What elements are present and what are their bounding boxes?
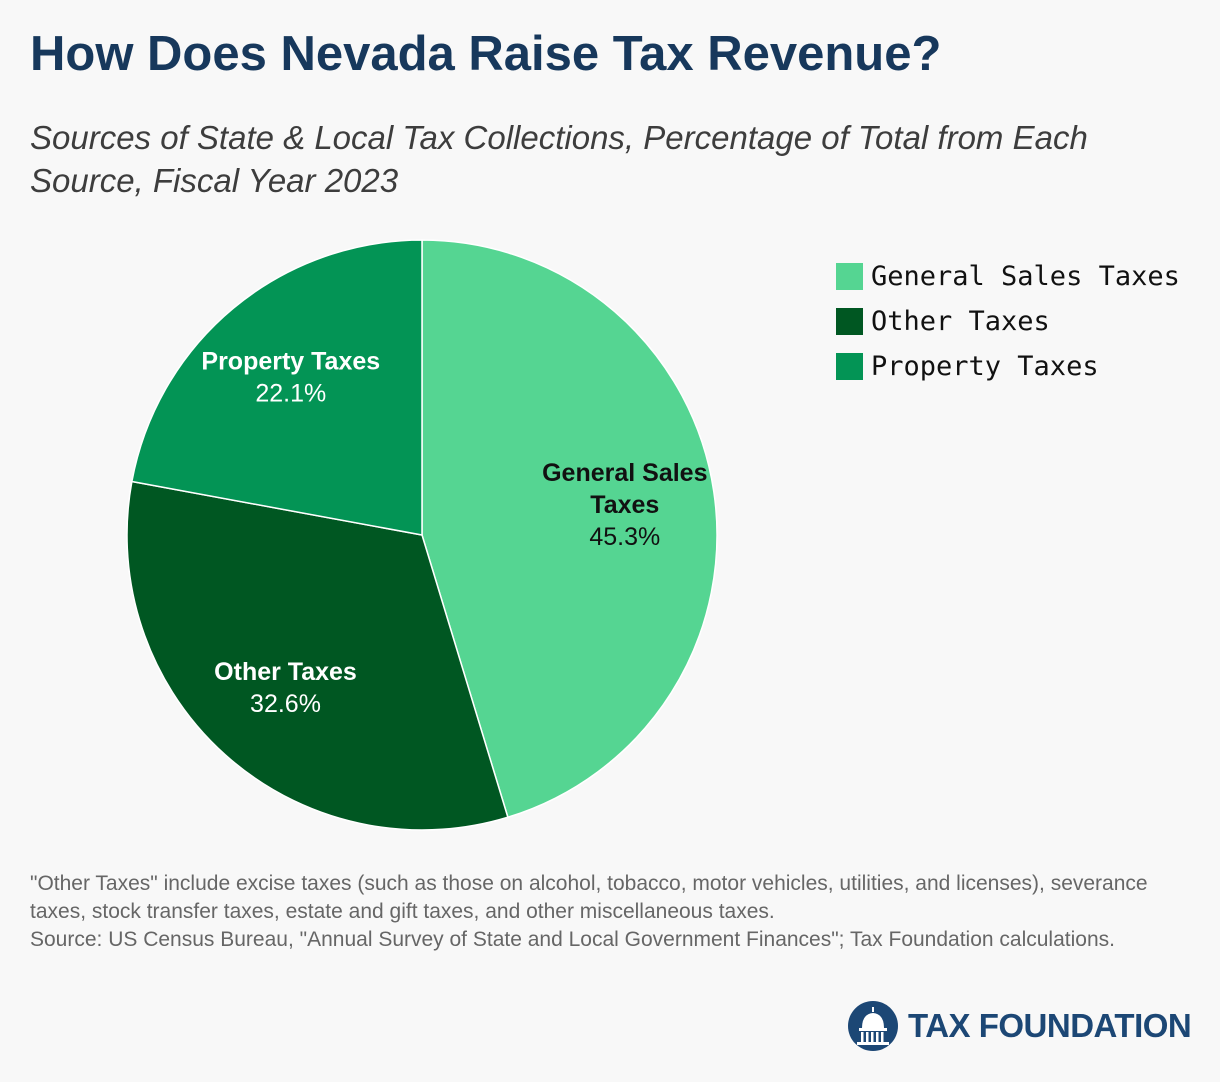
legend-item-property-taxes: Property Taxes (836, 344, 1180, 389)
legend-swatch (836, 308, 863, 335)
slice-value-label: 22.1% (255, 380, 326, 408)
logo-text: TAX FOUNDATION (908, 1007, 1192, 1044)
legend-item-other-taxes: Other Taxes (836, 299, 1180, 344)
footnote: "Other Taxes" include excise taxes (such… (30, 870, 1200, 954)
slice-value-label: 32.6% (250, 690, 321, 718)
slice-label: Property Taxes (201, 348, 380, 376)
legend-swatch (836, 263, 863, 290)
slice-label: Taxes (590, 491, 659, 519)
footnote-note: "Other Taxes" include excise taxes (such… (30, 872, 1148, 923)
capitol-dome-icon (848, 1001, 898, 1051)
legend-swatch (836, 353, 863, 380)
slice-label: Other Taxes (214, 658, 357, 686)
legend-label: Other Taxes (871, 306, 1050, 337)
pie-slice-other-taxes (126, 480, 509, 831)
chart-subtitle: Sources of State & Local Tax Collections… (30, 119, 1088, 199)
chart-title: How Does Nevada Raise Tax Revenue? (30, 27, 942, 81)
slice-label: General Sales (542, 459, 707, 487)
legend-item-general-sales-taxes: General Sales Taxes (836, 254, 1180, 299)
slice-value-label: 45.3% (589, 523, 660, 551)
footnote-source: Source: US Census Bureau, "Annual Survey… (30, 928, 1115, 951)
legend-label: Property Taxes (871, 351, 1099, 382)
pie-slice-general-sales-taxes (421, 239, 718, 819)
tax-foundation-logo: TAX FOUNDATION (848, 1001, 1192, 1051)
chart-legend: General Sales Taxes Other Taxes Property… (836, 254, 1180, 389)
legend-label: General Sales Taxes (871, 261, 1180, 292)
pie-slice-property-taxes (131, 239, 423, 536)
